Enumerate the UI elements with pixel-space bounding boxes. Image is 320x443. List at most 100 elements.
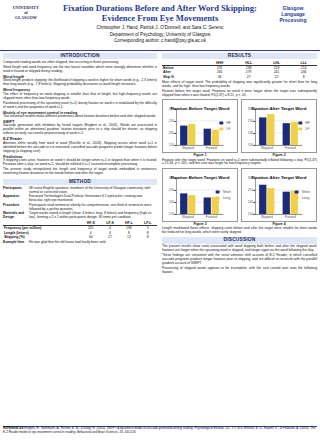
html-text:Fourward Technologies Dual-Pur: Fourward Technologies Dual-Purkinje Gene… [29,194,143,203]
html-text:265: 265 [216,70,223,75]
svg-text:Short: Short [302,190,310,194]
html-text:Compound reading words are oft: Compound reading words are often skipped… [3,59,119,64]
html-text:Attention shifts serially from: Attention shifts serially from word to w… [3,140,157,153]
svg-text:HF: HF [226,121,231,125]
html-text:241: 241 [273,70,280,75]
html-text:The effect of frequency on wor: The effect of frequency on word skipping… [3,91,157,100]
html-text:GLASGOW: GLASGOW [14,14,37,20]
svg-text:150: 150 [169,212,175,216]
html-text:After: After [163,70,171,75]
html-text:Christopher J. Hand, Patrick J: Christopher J. Hand, Patrick J. O'Donnel… [96,25,224,30]
html-text:Skipping (%): Skipping (%) [4,234,25,239]
html-text:REFERENCES Engbert, R., Nuthma: REFERENCES Engbert, R., Nuthmann, A., Ri… [3,426,316,434]
svg-text:LF: LF [226,127,230,131]
html-text:198: 198 [126,226,132,231]
svg-text:250: 250 [169,188,175,192]
svg-text:150: 150 [248,212,254,216]
html-text:DISCUSSION: DISCUSSION [223,237,256,243]
svg-text:Skipped: Skipped [182,146,194,150]
svg-text:Fixated: Fixated [285,146,296,150]
html-text:HHH: HHH [215,60,224,65]
html-text:238: 238 [245,66,252,71]
svg-text:Long: Long [223,196,231,200]
html-text:231: 231 [87,226,94,231]
html-text:34: 34 [88,234,93,239]
html-text:METHOD: METHOD [69,178,91,184]
html-text:Department of Psychology, Univ: Department of Psychology, University of … [109,32,211,37]
html-text:RESULTS: RESULTS [227,53,252,58]
html-text:Two influential models make di: Two influential models make different pr… [3,113,157,118]
html-text:INTRODUCTION: INTRODUCTION [60,53,100,58]
html-text:LF-L: LF-L [144,221,152,226]
svg-text:Long: Long [302,196,310,200]
html-text:E-Z Reader: E-Z Reader [3,137,22,142]
svg-text:Fixated: Fixated [206,215,217,219]
svg-text:Fixation Before Target Word: Fixation Before Target Word [171,174,230,179]
html-text:Participants read sentences si: Participants read sentences silently for… [29,202,152,211]
svg-text:250: 250 [169,119,175,123]
html-text:HLL: HLL [245,60,252,65]
svg-text:Fixated: Fixated [285,215,296,219]
html-text:Language: Language [281,10,305,17]
svg-text:Skipped: Skipped [182,215,194,219]
svg-text:Fixated: Fixated [206,146,217,150]
html-text:Predictions: Predictions [3,154,23,159]
html-text:The present results show costs: The present results show costs associate… [162,244,317,253]
html-text:LHL: LHL [273,60,280,65]
svg-text:Skipped: Skipped [261,215,273,219]
html-text:Length modulated these effects: Length modulated these effects: skipping… [162,226,317,235]
svg-text:150: 150 [248,143,254,147]
html-text:LF-S: LF-S [106,221,114,226]
html-text:Materials and Design: Materials and Design [3,211,25,220]
html-text:Saccade generation with inhibi: Saccade generation with inhibition by fo… [3,123,157,136]
svg-text:200: 200 [169,200,175,204]
html-text:The present study manipulated: The present study manipulated the length… [3,167,157,175]
html-text:If skipping costs arise, fixat: If skipping costs arise, fixations on wo… [3,158,157,166]
html-text:These findings are consistent: These findings are consistent with the s… [162,253,317,266]
html-text:Before: Before [163,66,174,71]
html-text:Frequency (per million): Frequency (per million) [4,226,42,231]
html-text:HF-L: HF-L [125,221,133,226]
svg-text:250: 250 [248,119,254,123]
html-text:279: 279 [245,70,252,75]
svg-text:150: 150 [169,143,175,147]
html-text:Participants: Participants [3,185,22,190]
html-text:Fixation before the target wor: Fixation before the target word: Fixatio… [162,88,317,97]
html-text:Procedure: Procedure [3,202,20,207]
svg-text:Skipped: Skipped [261,146,273,150]
html-text:Corresponding author: c.hand@p: Corresponding author: c.hand@psy.gla.ac.… [114,38,206,43]
html-text:Fixation after the target word: Fixation after the target word: Fixation… [162,157,317,166]
html-text:218: 218 [273,66,280,71]
html-text:48 native English speakers, me: 48 native English speakers, members of t… [29,185,151,194]
html-text:Target words varied in length: Target words varied in length (short: 4 … [29,211,152,220]
svg-text:Fixation Before Target Word: Fixation Before Target Word [171,106,230,111]
svg-text:Short: Short [223,190,231,194]
html-text:UNIVERSITY: UNIVERSITY [12,5,40,10]
svg-text:Fixation After Target Word: Fixation After Target Word [252,174,307,179]
html-text:Apparatus: Apparatus [3,194,20,199]
html-text:SWIFT: SWIFT [3,120,15,125]
svg-text:200: 200 [248,200,254,204]
html-text:HF-S: HF-S [86,221,95,226]
html-text:Processing of skipped words ap: Processing of skipped words appears to b… [162,266,317,274]
html-text:Length (letters): Length (letters) [4,230,29,235]
html-text:Processing: Processing [279,16,307,23]
html-text:Parafoveal processing of the u: Parafoveal processing of the upcoming wo… [3,100,157,109]
svg-text:LF: LF [305,127,309,131]
svg-text:HF: HF [305,121,310,125]
svg-text:250: 250 [248,188,254,192]
svg-text:Fixation After Target Word: Fixation After Target Word [252,106,307,111]
html-text:Models of eye movement control: Models of eye movement control in readin… [3,110,78,115]
svg-text:200: 200 [169,131,175,135]
svg-text:200: 200 [248,131,254,135]
html-text:Fixation Durations Before and: Fixation Durations Before and After Word… [63,3,257,23]
html-text:Main effects of target word: T: Main effects of target word: The probabi… [162,79,317,88]
html-text:Word frequency: Word frequency [3,88,31,93]
html-text:Word length and word frequency: Word length and word frequency are the t… [3,64,157,73]
html-text:231: 231 [216,66,223,71]
html-text:214: 214 [300,66,307,71]
html-text:Glasgow: Glasgow [282,5,304,11]
html-text:246: 246 [300,70,307,75]
html-text:LLL: LLL [300,60,307,65]
html-text:Word length predicts skipping:: Word length predicts skipping: the likel… [3,78,157,87]
